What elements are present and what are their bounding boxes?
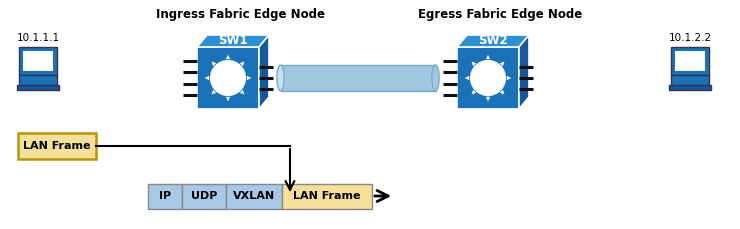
Ellipse shape (277, 65, 284, 91)
Text: IP: IP (159, 191, 171, 201)
Circle shape (471, 61, 505, 95)
Bar (671, 47, 709, 75)
Polygon shape (457, 35, 529, 47)
Bar (23, 51, 53, 71)
Bar (457, 47, 519, 109)
Bar (148, 183, 182, 208)
Ellipse shape (432, 65, 439, 91)
Bar (17, 85, 59, 90)
Bar (19, 47, 57, 75)
Text: 10.1.1.1: 10.1.1.1 (16, 33, 59, 43)
Text: Egress Fabric Edge Node: Egress Fabric Edge Node (418, 8, 582, 21)
Polygon shape (519, 35, 529, 109)
Circle shape (211, 61, 246, 95)
Bar (280, 65, 436, 91)
Bar (19, 75, 57, 85)
Polygon shape (197, 35, 269, 47)
Bar (197, 47, 259, 109)
Text: SW1: SW1 (218, 35, 248, 47)
Bar (226, 183, 282, 208)
Text: LAN Frame: LAN Frame (23, 141, 91, 151)
Bar (675, 51, 705, 71)
Bar (182, 183, 226, 208)
Text: VXLAN: VXLAN (233, 191, 275, 201)
Text: LAN Frame: LAN Frame (293, 191, 361, 201)
FancyBboxPatch shape (18, 133, 96, 159)
Bar (669, 85, 711, 90)
Text: UDP: UDP (191, 191, 217, 201)
Text: SW2: SW2 (478, 35, 508, 47)
Bar (671, 75, 709, 85)
Text: 10.1.2.2: 10.1.2.2 (668, 33, 712, 43)
Text: Ingress Fabric Edge Node: Ingress Fabric Edge Node (155, 8, 325, 21)
Polygon shape (259, 35, 269, 109)
Bar (282, 183, 372, 208)
